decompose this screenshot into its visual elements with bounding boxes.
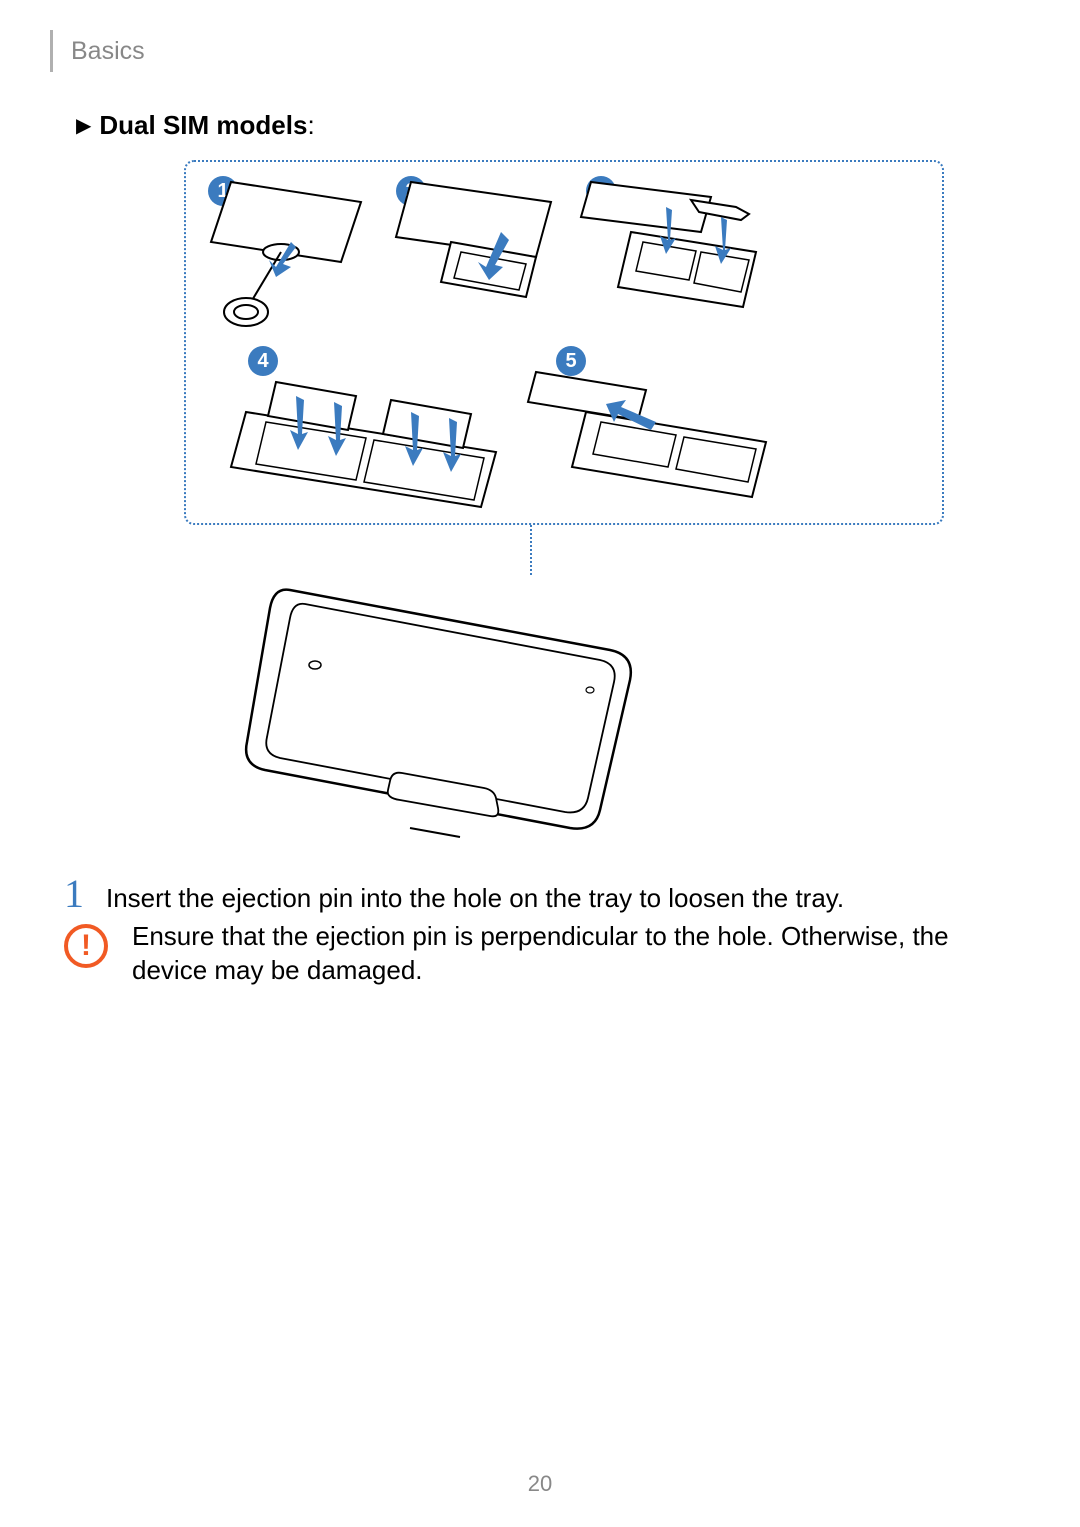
illustration-step-5 [526, 352, 786, 522]
section-title-suffix: : [307, 110, 314, 141]
caution-icon: ! [64, 924, 108, 968]
triangle-icon: ▶ [76, 113, 91, 138]
instruction-row: 1 Insert the ejection pin into the hole … [64, 870, 1020, 917]
illustration-step-1 [191, 172, 371, 342]
caution-text: Ensure that the ejection pin is perpendi… [132, 920, 1020, 988]
section-title: Dual SIM models [99, 110, 307, 141]
page-header: Basics [50, 30, 145, 72]
illustration-step-2 [381, 172, 561, 342]
illustration-phone [230, 560, 650, 840]
section-heading: ▶ Dual SIM models: [76, 110, 315, 141]
diagram-box: 1 2 3 4 5 [184, 160, 944, 525]
illustration-step-4 [216, 352, 516, 522]
caution-row: ! Ensure that the ejection pin is perpen… [64, 920, 1020, 988]
instruction-number: 1 [64, 870, 84, 917]
header-divider [50, 30, 53, 72]
breadcrumb: Basics [71, 37, 145, 66]
caution-glyph: ! [81, 929, 91, 963]
illustration-step-3 [571, 172, 771, 342]
instruction-text: Insert the ejection pin into the hole on… [106, 883, 844, 914]
page-number: 20 [528, 1471, 552, 1497]
